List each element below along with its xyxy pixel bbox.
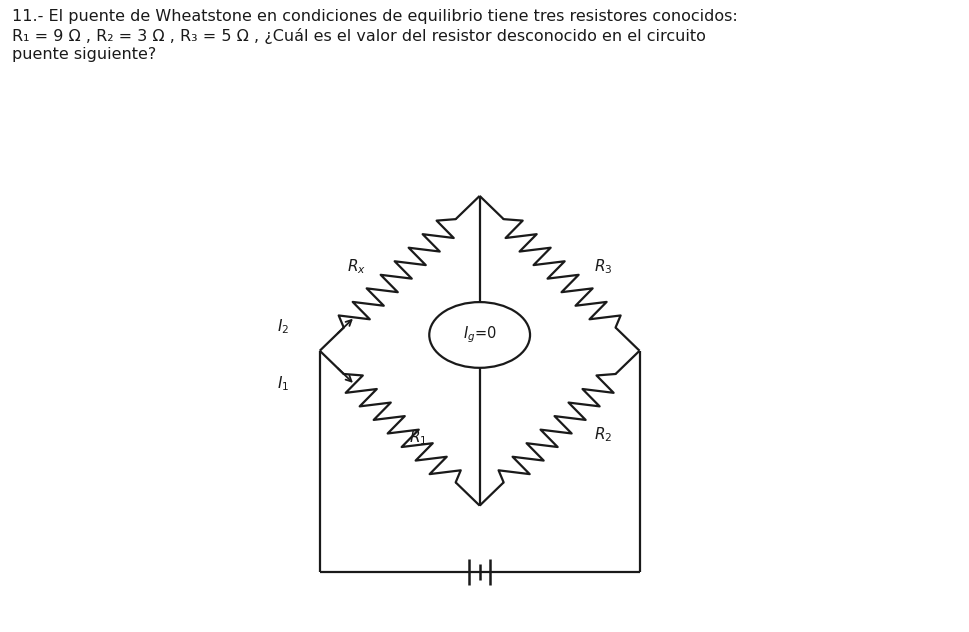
Text: puente siguiente?: puente siguiente? xyxy=(12,47,156,63)
Text: $R_2$: $R_2$ xyxy=(594,425,612,444)
Text: $R_1$: $R_1$ xyxy=(409,428,427,447)
Text: $I_1$: $I_1$ xyxy=(276,374,289,393)
Text: $I_g$=0: $I_g$=0 xyxy=(463,325,496,345)
Text: $I_2$: $I_2$ xyxy=(276,317,289,336)
Text: 11.- El puente de Wheatstone en condiciones de equilibrio tiene tres resistores : 11.- El puente de Wheatstone en condicio… xyxy=(12,9,737,25)
Text: $R_x$: $R_x$ xyxy=(347,258,365,276)
Text: R₁ = 9 Ω , R₂ = 3 Ω , R₃ = 5 Ω , ¿Cuál es el valor del resistor desconocido en e: R₁ = 9 Ω , R₂ = 3 Ω , R₃ = 5 Ω , ¿Cuál e… xyxy=(12,28,705,44)
Text: $R_3$: $R_3$ xyxy=(594,258,612,276)
